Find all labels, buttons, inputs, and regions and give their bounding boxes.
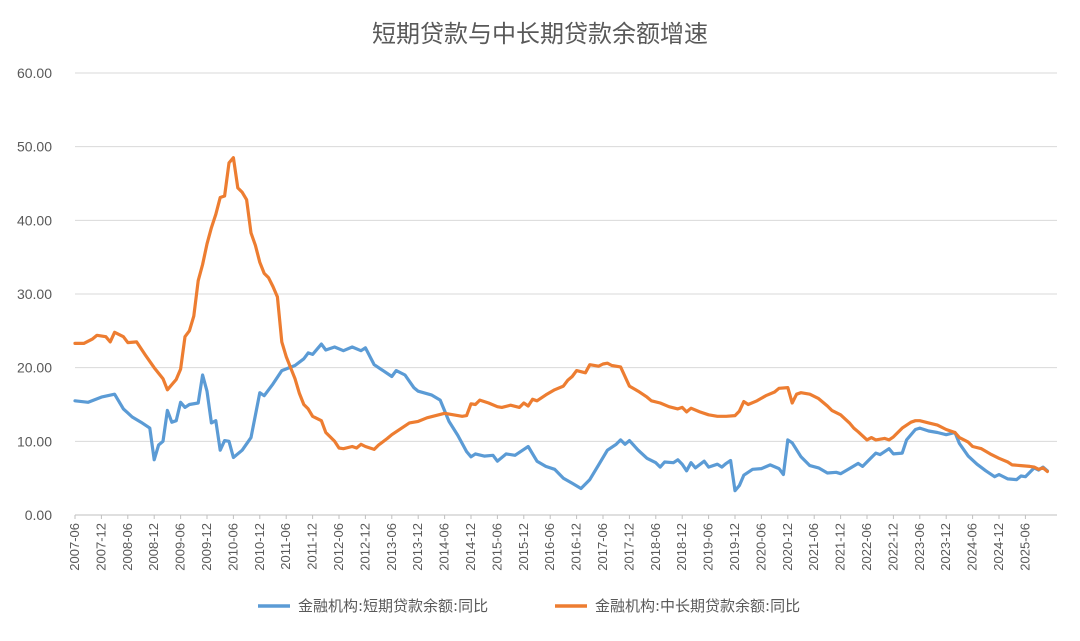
x-tick-label: 2016-12 [569,523,584,571]
x-tick-label: 2024-06 [965,523,980,571]
x-tick-label: 2012-12 [357,523,372,571]
y-tick-label: 10.00 [17,433,52,449]
y-tick-label: 60.00 [17,65,52,81]
x-tick-label: 2008-12 [146,523,161,571]
x-tick-label: 2019-06 [701,523,716,571]
x-tick-label: 2007-12 [93,523,108,571]
x-tick-label: 2022-06 [859,523,874,571]
x-tick-label: 2017-12 [621,523,636,571]
x-tick-label: 2010-06 [225,523,240,571]
x-tick-label: 2023-06 [912,523,927,571]
x-tick-label: 2011-06 [278,523,293,570]
x-tick-label: 2023-12 [938,523,953,571]
legend-label: 金融机构:短期贷款余额:同比 [298,597,488,615]
x-axis-tick-labels: 2007-06 2007-12 2008-06 2008-12 2009-06 2009-… [67,515,1032,571]
x-tick-label: 2015-06 [489,523,504,571]
x-tick-label: 2013-12 [410,523,425,571]
y-tick-label: 50.00 [17,139,52,155]
x-tick-label: 2020-12 [780,523,795,571]
legend-label: 金融机构:中长期贷款余额:同比 [595,597,800,615]
y-axis-tick-labels: 0.00 10.00 20.00 30.00 40.00 50.00 60.00 [17,65,52,523]
y-tick-label: 40.00 [17,212,52,228]
x-tick-label: 2010-12 [252,523,267,571]
x-tick-label: 2012-06 [331,523,346,571]
x-tick-label: 2014-06 [437,523,452,571]
y-tick-label: 0.00 [25,507,52,523]
series-lines [73,156,1049,493]
y-tick-label: 20.00 [17,360,52,376]
x-tick-label: 2008-06 [120,523,135,571]
x-tick-label: 2009-06 [173,523,188,571]
x-tick-label: 2007-06 [67,523,82,571]
x-tick-label: 2019-12 [727,523,742,571]
gridlines [75,72,1057,516]
x-tick-label: 2011-12 [305,523,320,570]
x-tick-label: 2013-06 [384,523,399,571]
x-tick-label: 2020-06 [753,523,768,571]
x-tick-label: 2022-12 [885,523,900,571]
x-tick-label: 2017-06 [595,523,610,571]
series-line-2 [73,156,1049,474]
x-tick-label: 2015-12 [516,523,531,571]
legend: 金融机构:短期贷款余额:同比 金融机构:中长期贷款余额:同比 [258,597,800,615]
x-tick-label: 2024-12 [991,523,1006,571]
x-tick-label: 2009-12 [199,523,214,571]
x-tick-label: 2021-12 [833,523,848,571]
series-line-1 [73,342,1049,493]
x-tick-label: 2014-12 [463,523,478,571]
chart-title: 短期贷款与中长期贷款余额增速 [372,20,708,48]
y-tick-label: 30.00 [17,286,52,302]
x-tick-label: 2025-06 [1017,523,1032,571]
x-tick-label: 2018-12 [674,523,689,571]
x-tick-label: 2018-06 [648,523,663,571]
x-tick-label: 2016-06 [542,523,557,571]
x-tick-label: 2021-06 [806,523,821,571]
